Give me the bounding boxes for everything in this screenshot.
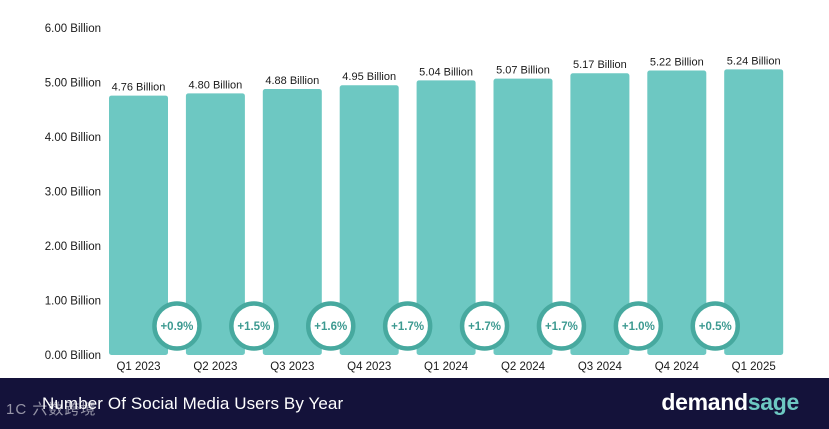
growth-badge-label: +1.0% (622, 321, 655, 333)
x-tick-label: Q4 2024 (655, 361, 700, 373)
growth-badge-label: +0.5% (699, 321, 732, 333)
growth-badge-label: +0.9% (160, 321, 193, 333)
footer-bar: 1C 六数跨境 Number Of Social Media Users By … (0, 378, 829, 429)
bar (570, 73, 630, 356)
bar-value-label: 4.88 Billion (265, 75, 319, 87)
bar (109, 95, 168, 355)
y-tick-label: 5.00 Billion (45, 78, 101, 90)
bar (339, 85, 399, 355)
bar-value-label: 5.04 Billion (419, 66, 473, 78)
x-tick-label: Q3 2024 (578, 361, 623, 373)
y-tick-label: 4.00 Billion (45, 132, 101, 144)
x-tick-label: Q3 2023 (270, 361, 314, 373)
growth-badge-label: +1.6% (314, 321, 347, 333)
bar-value-label: 5.22 Billion (650, 57, 704, 69)
growth-badge (459, 301, 510, 351)
x-tick-label: Q1 2024 (424, 361, 469, 373)
growth-badge-label: +1.7% (391, 321, 424, 333)
brand-logo-part1: demand (661, 389, 748, 415)
x-tick-label: Q4 2023 (347, 361, 391, 373)
y-tick-label: 2.00 Billion (45, 241, 101, 253)
brand-logo[interactable]: demandsage (661, 389, 799, 416)
y-tick-label: 0.00 Billion (45, 350, 101, 362)
brand-logo-part2: sage (747, 389, 800, 415)
chart-title: Number Of Social Media Users By Year (42, 394, 344, 413)
growth-badge-label: +1.5% (237, 321, 270, 333)
x-tick-label: Q1 2023 (116, 361, 160, 373)
watermark: 1C 六数跨境 (6, 401, 97, 418)
x-tick-label: Q2 2023 (193, 361, 237, 373)
bar-value-label: 5.07 Billion (496, 65, 550, 77)
bar (185, 93, 245, 356)
chart-area: 0.00 Billion 1.00 Billion 2.00 Billion 3.00… (45, 23, 784, 373)
growth-badge (613, 301, 664, 351)
growth-badge (229, 301, 279, 351)
y-tick-label: 6.00 Billion (45, 23, 101, 35)
bar-chart: 0.00 Billion 1.00 Billion 2.00 Billion 3.00… (45, 23, 784, 373)
bar (724, 69, 784, 356)
bar (647, 70, 707, 355)
bar-value-label: 5.24 Billion (727, 55, 781, 67)
bar-value-label: 4.80 Billion (188, 79, 242, 91)
bar (262, 89, 322, 355)
y-tick-label: 3.00 Billion (45, 187, 101, 199)
bar (493, 78, 553, 355)
x-tick-label: Q2 2024 (501, 361, 546, 373)
growth-badge (152, 301, 202, 351)
growth-badge-label: +1.7% (468, 321, 501, 333)
growth-badge (306, 301, 356, 351)
y-tick-label: 1.00 Billion (45, 296, 101, 308)
x-tick-label: Q1 2025 (732, 361, 776, 373)
growth-badge (690, 301, 740, 351)
growth-badge (536, 301, 587, 351)
growth-badge-label: +1.7% (545, 321, 578, 333)
bar-value-label: 5.17 Billion (573, 59, 627, 71)
bar-value-label: 4.95 Billion (342, 71, 396, 83)
growth-badge (382, 301, 433, 351)
bar-value-label: 4.76 Billion (112, 82, 166, 94)
bar (416, 80, 476, 355)
